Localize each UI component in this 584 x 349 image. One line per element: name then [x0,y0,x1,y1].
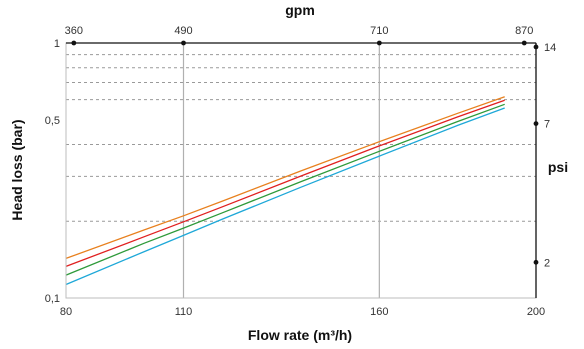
x2-tick-marker-2 [376,40,382,46]
y2-tick-label-1: 7 [544,119,550,131]
series-line-1 [65,99,505,268]
x2-axis-title: gpm [285,2,315,18]
y2-tick-marker-2 [533,44,539,50]
x2-tick-marker-1 [181,40,186,46]
x2-tick-label-1: 490 [174,25,192,37]
y2-tick-label-2: 14 [544,42,556,54]
y-tick-label-0: 0,1 [45,293,60,305]
series-line-0 [65,96,505,260]
x-axis-title: Flow rate (m³/h) [248,327,352,343]
x2-tick-label-3: 870 [515,25,533,37]
y2-tick-marker-1 [533,121,539,126]
series-layer [65,96,505,286]
series-line-2 [65,103,505,276]
x-tick-label-0: 80 [60,306,72,318]
y2-tick-marker-0 [533,259,539,265]
y2-axis-title: psi [548,159,568,175]
series-line-3 [65,107,505,286]
x2-tick-label-2: 710 [370,25,388,37]
tick-labels-layer: 80 110 160 200 360 490 710 870 0,1 0,5 1 2 7 14 [45,25,557,318]
y-axis-title: Head loss (bar) [9,119,25,220]
plot-frame [65,42,537,299]
x2-tick-marker-3 [521,40,527,46]
y-tick-label-2: 1 [54,38,60,50]
x-tick-label-3: 200 [527,306,545,318]
x2-tick-label-0: 360 [65,25,83,37]
y2-tick-label-0: 2 [544,257,550,269]
x-tick-label-1: 110 [175,306,193,318]
x2-tick-marker-0 [71,40,77,46]
y-tick-label-1: 0,5 [45,115,60,127]
x-tick-label-2: 160 [370,306,388,318]
